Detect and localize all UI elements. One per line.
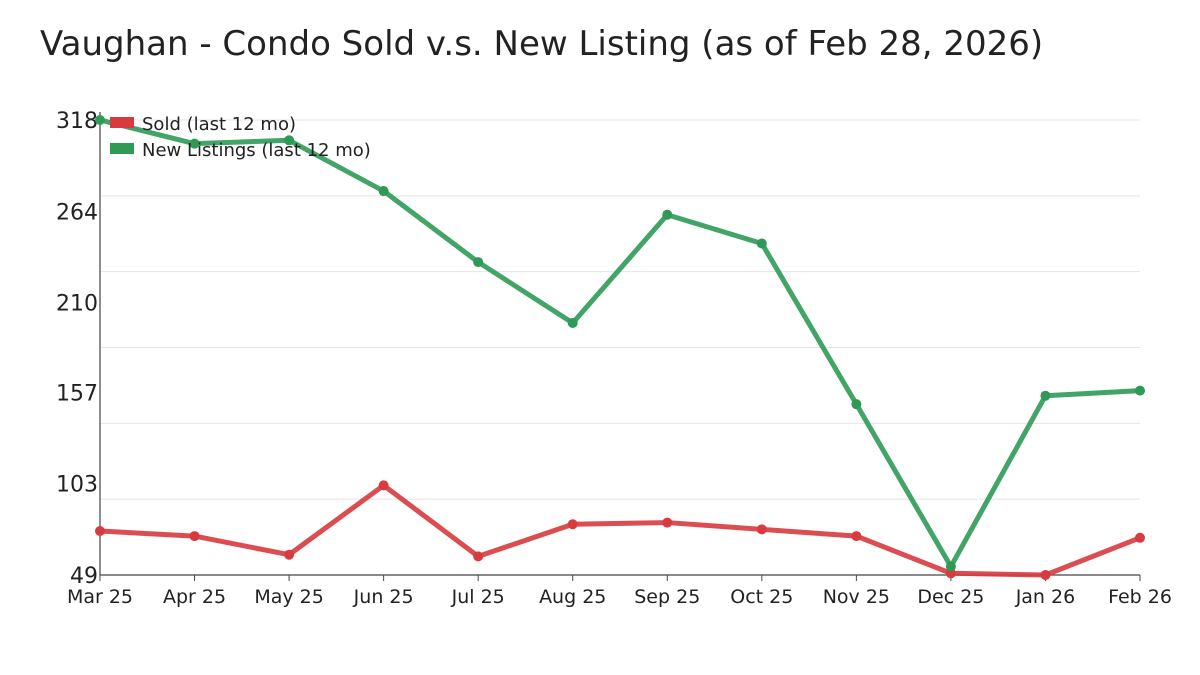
series-0-point-11 — [1135, 532, 1145, 543]
x-tick-label-5: Aug 25 — [539, 586, 606, 608]
series-0-point-7 — [756, 524, 767, 535]
legend-swatch-1 — [110, 143, 134, 154]
x-tick-label-4: Jul 25 — [451, 586, 505, 608]
series-0-point-3 — [378, 480, 389, 491]
axes: 49 103 157 210 264 318 Mar 25 Apr 25 May 25 Jun 2… — [56, 109, 1172, 608]
series-1-point-8 — [851, 399, 862, 410]
series-1-point-11 — [1135, 385, 1145, 396]
y-tick-label-2: 157 — [56, 381, 98, 406]
series-0-point-10 — [1040, 570, 1051, 580]
x-tick-label-6: Sep 25 — [634, 586, 700, 608]
x-tick-label-3: Jun 25 — [353, 586, 414, 608]
series-0-point-4 — [473, 551, 484, 562]
y-tick-label-1: 103 — [56, 473, 98, 498]
legend: Sold (last 12 mo) New Listings (last 12 m… — [110, 114, 371, 161]
x-tick-label-7: Oct 25 — [730, 586, 793, 608]
series-1-point-5 — [567, 317, 578, 328]
series-0-line — [97, 482, 1143, 578]
series-1-point-6 — [662, 209, 673, 220]
series-0-point-0 — [95, 526, 105, 537]
series-0-point-1 — [189, 531, 200, 542]
x-tick-label-1: Apr 25 — [163, 586, 226, 608]
series-1-point-7 — [756, 238, 767, 249]
x-tick-label-2: May 25 — [254, 586, 324, 608]
series-0-point-8 — [851, 531, 862, 542]
y-tick-label-5: 318 — [56, 109, 98, 134]
legend-label-0: Sold (last 12 mo) — [142, 114, 296, 135]
series-1-line — [97, 117, 1143, 570]
series-1-point-9 — [945, 561, 956, 572]
y-tick-label-4: 264 — [56, 200, 98, 225]
series-1-point-1 — [189, 138, 200, 149]
y-tick-label-0: 49 — [70, 564, 98, 589]
series-1-point-10 — [1040, 390, 1051, 401]
x-tick-label-0: Mar 25 — [67, 586, 133, 608]
y-tick-label-3: 210 — [56, 292, 98, 317]
series-1-point-4 — [473, 257, 484, 268]
series-0-point-5 — [567, 519, 578, 530]
series-1-point-2 — [284, 135, 295, 146]
series-1-point-0 — [95, 115, 105, 125]
x-tick-label-10: Jan 26 — [1015, 586, 1076, 608]
chart-title: Vaughan - Condo Sold v.s. New Listing (a… — [40, 24, 1044, 64]
x-tick-label-9: Dec 25 — [917, 586, 984, 608]
series-0-point-6 — [662, 517, 673, 528]
legend-swatch-0 — [110, 117, 134, 128]
legend-label-1: New Listings (last 12 mo) — [142, 140, 371, 161]
x-tick-label-11: Feb 26 — [1108, 586, 1172, 608]
x-tick-label-8: Nov 25 — [823, 586, 890, 608]
series-layer — [95, 115, 1145, 580]
series-1-point-3 — [378, 186, 389, 197]
series-0-point-2 — [284, 549, 295, 560]
